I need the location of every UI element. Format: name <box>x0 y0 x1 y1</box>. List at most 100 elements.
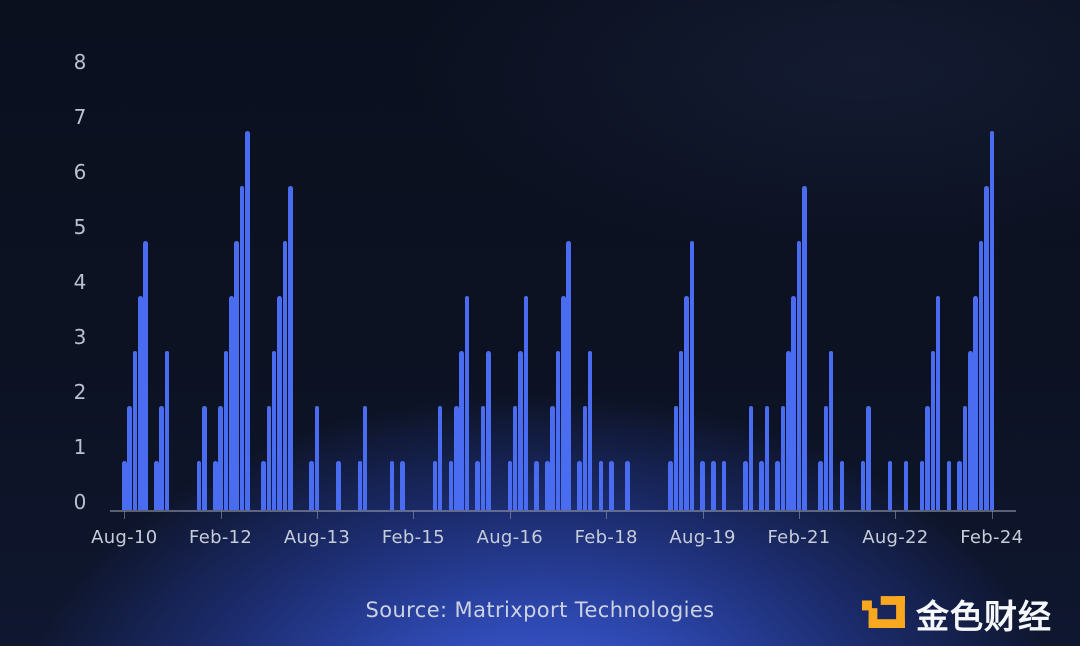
bar <box>925 406 930 510</box>
bar <box>673 406 679 510</box>
bar <box>459 351 464 510</box>
bar <box>464 296 470 510</box>
bar <box>609 461 614 510</box>
bar <box>245 131 250 510</box>
bar <box>668 461 673 510</box>
bar <box>711 461 716 510</box>
bar <box>802 186 807 510</box>
bar <box>143 241 148 510</box>
bar <box>389 461 395 510</box>
bar <box>968 351 973 510</box>
x-axis-tick <box>606 511 608 519</box>
bar <box>550 406 555 510</box>
bar <box>860 461 866 510</box>
bar <box>577 461 582 510</box>
bar <box>823 406 828 510</box>
bar <box>887 461 893 510</box>
bar <box>357 461 363 510</box>
bar <box>962 406 968 510</box>
bar <box>196 461 202 510</box>
bar <box>218 406 223 510</box>
bar <box>587 351 593 510</box>
bar <box>202 406 207 510</box>
jinse-logo-text: 金色财经 <box>916 597 1052 636</box>
x-axis-label: Feb-15 <box>381 527 445 548</box>
bar <box>700 461 705 510</box>
bar <box>288 186 293 510</box>
bar <box>582 406 588 510</box>
x-axis-tick <box>317 511 318 519</box>
bar <box>684 296 689 510</box>
bar <box>534 461 539 510</box>
bar <box>903 461 909 510</box>
bar <box>748 406 754 510</box>
bar <box>625 461 630 510</box>
bar <box>721 461 727 510</box>
bar <box>432 461 438 510</box>
source-caption: Source: Matrixport Technologies <box>365 598 715 622</box>
bar <box>512 406 518 510</box>
x-axis-tick <box>702 511 704 519</box>
bar <box>437 406 443 510</box>
jinse-logo-icon <box>862 596 905 628</box>
bar <box>839 461 845 510</box>
x-axis-label: Feb-21 <box>767 527 831 548</box>
bar <box>866 406 871 510</box>
bar <box>523 296 529 510</box>
bar <box>239 186 245 510</box>
x-axis-tick <box>124 511 126 519</box>
x-axis-tick <box>509 511 511 519</box>
bar <box>791 296 796 510</box>
bar <box>566 241 571 510</box>
bar <box>957 461 962 510</box>
bar <box>362 406 368 510</box>
y-axis-label: 5 <box>73 215 87 239</box>
bar <box>480 406 486 510</box>
bar <box>400 461 405 510</box>
bar <box>828 351 834 510</box>
y-axis-label: 4 <box>73 270 87 294</box>
y-axis-label: 8 <box>73 50 87 74</box>
x-axis-tick <box>991 511 993 519</box>
bar <box>223 351 229 510</box>
bar <box>271 351 277 510</box>
bar <box>132 351 138 510</box>
bar <box>678 351 684 510</box>
bar <box>935 296 941 510</box>
bar <box>555 351 561 510</box>
x-axis-label: Feb-24 <box>960 527 1024 548</box>
x-axis-tick <box>799 511 800 519</box>
bar <box>122 461 127 510</box>
bar <box>759 461 764 510</box>
bar <box>973 296 978 510</box>
x-axis-label: Feb-12 <box>189 527 253 548</box>
bar <box>989 131 994 510</box>
x-axis-label: Aug-13 <box>283 527 351 548</box>
bar <box>336 461 341 510</box>
bar <box>213 461 218 510</box>
y-axis-label: 3 <box>73 325 87 349</box>
x-axis-tick <box>220 511 222 519</box>
bar <box>448 461 454 510</box>
bar <box>229 296 234 510</box>
bar <box>282 241 288 510</box>
bar <box>486 351 491 510</box>
bar <box>277 296 282 510</box>
jinse-finance-logo: 金色财经 <box>862 594 1052 640</box>
y-axis-label: 6 <box>73 160 87 184</box>
x-axis-label: Aug-16 <box>476 527 543 548</box>
bar <box>507 461 513 510</box>
bar <box>743 461 748 510</box>
bar <box>164 351 170 510</box>
bar <box>818 461 823 510</box>
x-axis-label: Aug-10 <box>91 527 158 548</box>
bar <box>930 351 936 510</box>
bar <box>261 461 266 510</box>
bar <box>764 406 770 510</box>
bar <box>984 186 989 510</box>
bar <box>545 461 550 510</box>
y-axis-label: 0 <box>73 490 87 514</box>
bar <box>919 461 925 510</box>
bar <box>127 406 132 510</box>
